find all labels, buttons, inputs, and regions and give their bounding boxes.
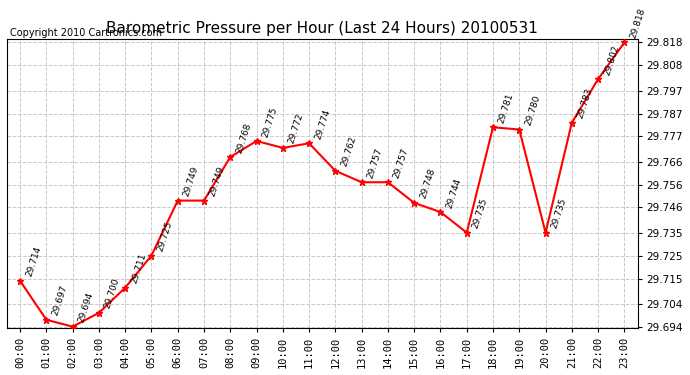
Text: 29.802: 29.802 (602, 44, 620, 76)
Text: 29.775: 29.775 (261, 105, 279, 138)
Text: 29.744: 29.744 (444, 177, 463, 209)
Title: Barometric Pressure per Hour (Last 24 Hours) 20100531: Barometric Pressure per Hour (Last 24 Ho… (106, 21, 538, 36)
Text: 29.749: 29.749 (208, 165, 226, 198)
Text: 29.697: 29.697 (50, 284, 69, 317)
Text: 29.757: 29.757 (392, 147, 411, 180)
Text: 29.711: 29.711 (129, 252, 148, 285)
Text: 29.700: 29.700 (103, 278, 121, 310)
Text: 29.714: 29.714 (24, 245, 43, 278)
Text: 29.768: 29.768 (235, 122, 253, 154)
Text: 29.735: 29.735 (471, 197, 489, 230)
Text: 29.783: 29.783 (576, 87, 594, 120)
Text: 29.725: 29.725 (156, 220, 174, 253)
Text: 29.735: 29.735 (550, 197, 568, 230)
Text: 29.772: 29.772 (287, 112, 305, 145)
Text: 29.774: 29.774 (313, 108, 331, 141)
Text: 29.757: 29.757 (366, 147, 384, 180)
Text: 29.694: 29.694 (77, 291, 95, 324)
Text: 29.818: 29.818 (629, 7, 647, 40)
Text: Copyright 2010 Cartronics.com: Copyright 2010 Cartronics.com (10, 28, 162, 39)
Text: 29.749: 29.749 (182, 165, 200, 198)
Text: 29.781: 29.781 (497, 92, 515, 124)
Text: 29.762: 29.762 (339, 135, 358, 168)
Text: 29.748: 29.748 (418, 168, 437, 200)
Text: 29.780: 29.780 (524, 94, 542, 127)
